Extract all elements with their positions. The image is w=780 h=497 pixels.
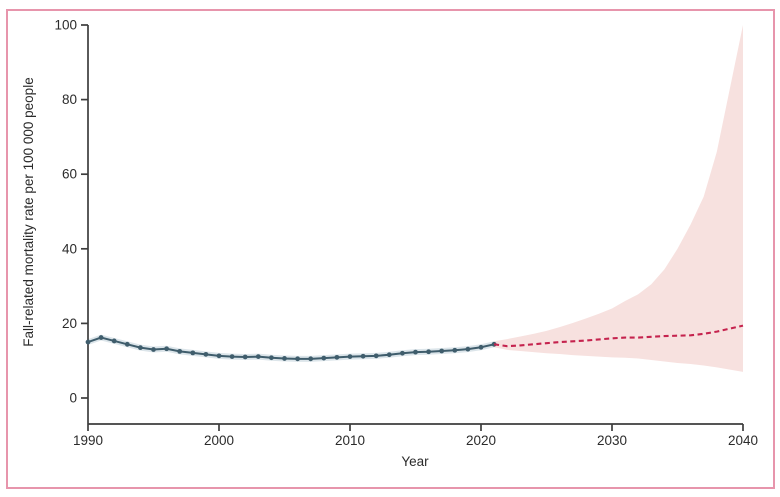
- observed-point-marker: [373, 353, 379, 359]
- observed-point-marker: [269, 355, 274, 361]
- observed-point-marker: [308, 356, 314, 362]
- observed-point-marker: [413, 349, 418, 355]
- observed-point-marker: [439, 348, 445, 354]
- observed-line: [87, 336, 495, 360]
- observed-point-marker: [255, 354, 261, 359]
- x-tick-label: 2020: [466, 433, 496, 448]
- observed-point-marker: [242, 354, 248, 360]
- x-tick-label: 2000: [204, 433, 234, 448]
- figure-border: [6, 9, 775, 489]
- observed-point-marker: [85, 339, 91, 345]
- x-tick-label: 2030: [597, 433, 627, 448]
- y-tick-label: 0: [69, 391, 77, 406]
- y-tick-label: 80: [62, 92, 77, 107]
- observed-point-marker: [295, 356, 300, 362]
- x-tick-label: 2010: [335, 433, 365, 448]
- observed-point-marker: [360, 353, 366, 359]
- observed-point-marker: [98, 335, 104, 340]
- observed-point-marker: [111, 338, 117, 344]
- observed-point-marker: [400, 350, 405, 356]
- observed-point-marker: [164, 346, 170, 352]
- y-tick-label: 100: [54, 18, 77, 33]
- y-tick-label: 40: [62, 241, 77, 256]
- x-axis-title: Year: [401, 454, 429, 469]
- observed-point-marker: [177, 348, 183, 354]
- observed-point-marker: [282, 356, 287, 361]
- observed-point-marker: [321, 355, 327, 361]
- observed-point-marker: [426, 349, 431, 355]
- x-tick-label: 2040: [728, 433, 758, 448]
- y-axis-title: Fall-related mortality rate per 100 000 …: [21, 77, 36, 346]
- data-series: [85, 324, 744, 362]
- observed-point-marker: [452, 347, 458, 353]
- x-tick-label: 1990: [73, 433, 103, 448]
- observed-point-marker: [334, 354, 340, 360]
- projected-uncertainty-band: [494, 25, 743, 372]
- observed-point-marker: [478, 344, 484, 350]
- uncertainty-bands: [88, 25, 743, 372]
- observed-point-marker: [347, 354, 353, 359]
- y-tick-label: 20: [62, 316, 77, 331]
- observed-point-marker: [465, 346, 471, 352]
- observed-point-marker: [203, 351, 209, 357]
- observed-point-marker: [386, 352, 392, 358]
- observed-point-marker: [151, 347, 156, 352]
- projected-line: [493, 324, 744, 348]
- observed-point-marker: [190, 350, 196, 356]
- observed-point-marker: [124, 341, 130, 347]
- observed-point-marker: [229, 354, 235, 359]
- y-tick-label: 60: [62, 167, 77, 182]
- observed-point-marker: [138, 345, 143, 351]
- observed-point-marker: [216, 353, 222, 359]
